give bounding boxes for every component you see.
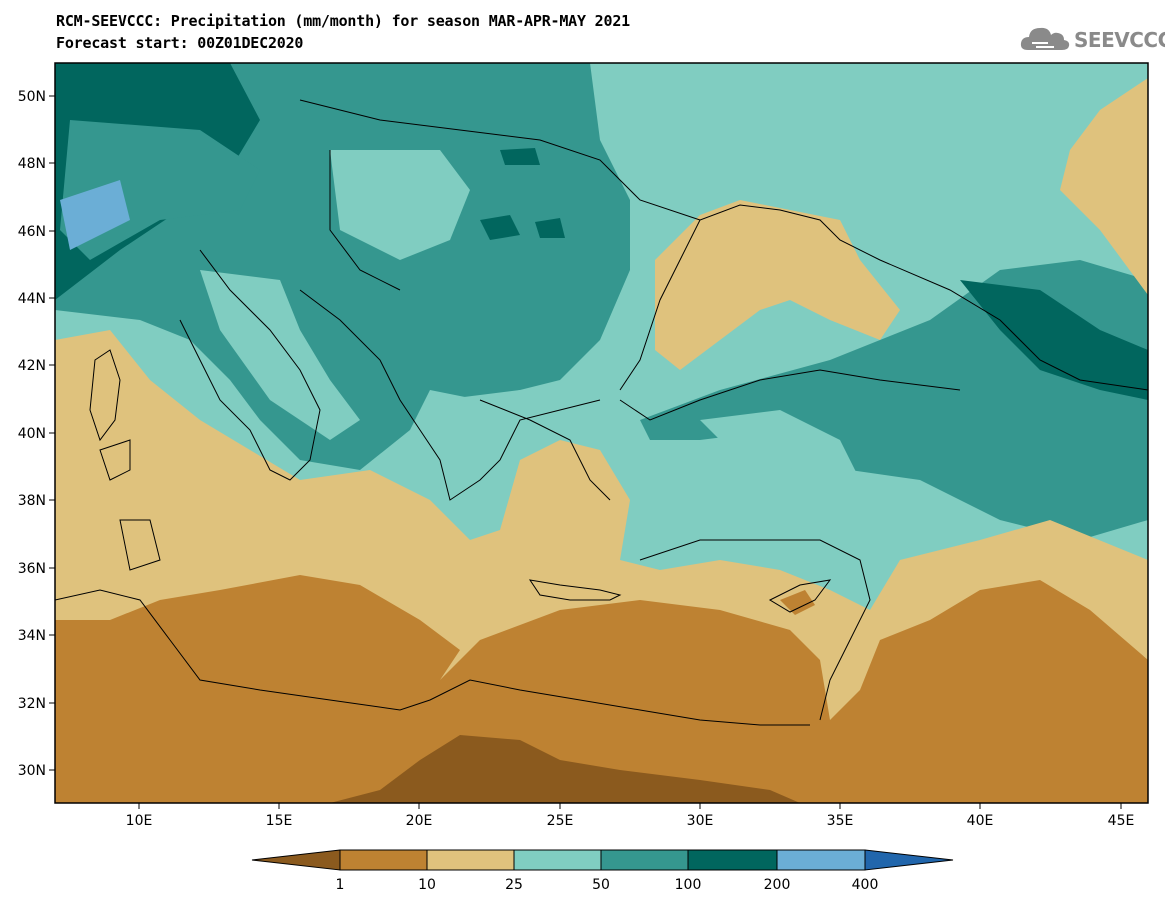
colorbar-label: 200 (764, 877, 791, 893)
map-title: RCM-SEEVCCC: Precipitation (mm/month) fo… (56, 12, 630, 30)
lon-tick-label: 15E (266, 813, 293, 829)
latitude-axis: 50N 48N 46N 44N 42N 40N 38N 36N 34N 32N … (18, 89, 55, 779)
lon-tick-label: 35E (827, 813, 854, 829)
lon-tick-label: 25E (547, 813, 574, 829)
colorbar-segment (339, 849, 428, 871)
colorbar-segment (426, 849, 515, 871)
colorbar-segment-under (251, 849, 341, 871)
coastlines (55, 99, 1148, 726)
seevccc-logo: SEEVCCC (1018, 22, 1165, 56)
colorbar: 1 10 25 50 100 200 400 (251, 849, 954, 893)
cloud-icon (1020, 27, 1070, 50)
lon-tick-label: 40E (967, 813, 994, 829)
colorbar-label: 400 (852, 877, 879, 893)
lat-tick-label: 48N (18, 156, 46, 172)
colorbar-label: 10 (418, 877, 436, 893)
colorbar-segment-over (864, 849, 954, 871)
lat-tick-label: 38N (18, 493, 46, 509)
lat-tick-label: 40N (18, 426, 46, 442)
logo-text: SEEVCCC (1074, 28, 1165, 52)
lat-tick-label: 50N (18, 89, 46, 105)
lat-tick-label: 30N (18, 763, 46, 779)
colorbar-segment (600, 849, 689, 871)
lon-tick-label: 45E (1108, 813, 1135, 829)
precipitation-field (55, 63, 1148, 803)
lat-tick-label: 44N (18, 291, 46, 307)
colorbar-segment (513, 849, 602, 871)
colorbar-label: 1 (336, 877, 345, 893)
colorbar-segment (776, 849, 866, 871)
lon-tick-label: 20E (406, 813, 433, 829)
colorbar-label: 100 (675, 877, 702, 893)
lon-tick-label: 10E (126, 813, 153, 829)
lon-tick-label: 30E (687, 813, 714, 829)
colorbar-label: 25 (505, 877, 523, 893)
longitude-axis: 10E 15E 20E 25E 30E 35E 40E 45E (126, 803, 1135, 829)
lat-tick-label: 36N (18, 561, 46, 577)
lat-tick-label: 32N (18, 696, 46, 712)
colorbar-segment (687, 849, 778, 871)
lat-tick-label: 46N (18, 224, 46, 240)
lat-tick-label: 34N (18, 628, 46, 644)
lat-tick-label: 42N (18, 358, 46, 374)
colorbar-label: 50 (592, 877, 610, 893)
forecast-start-label: Forecast start: 00Z01DEC2020 (56, 34, 304, 52)
